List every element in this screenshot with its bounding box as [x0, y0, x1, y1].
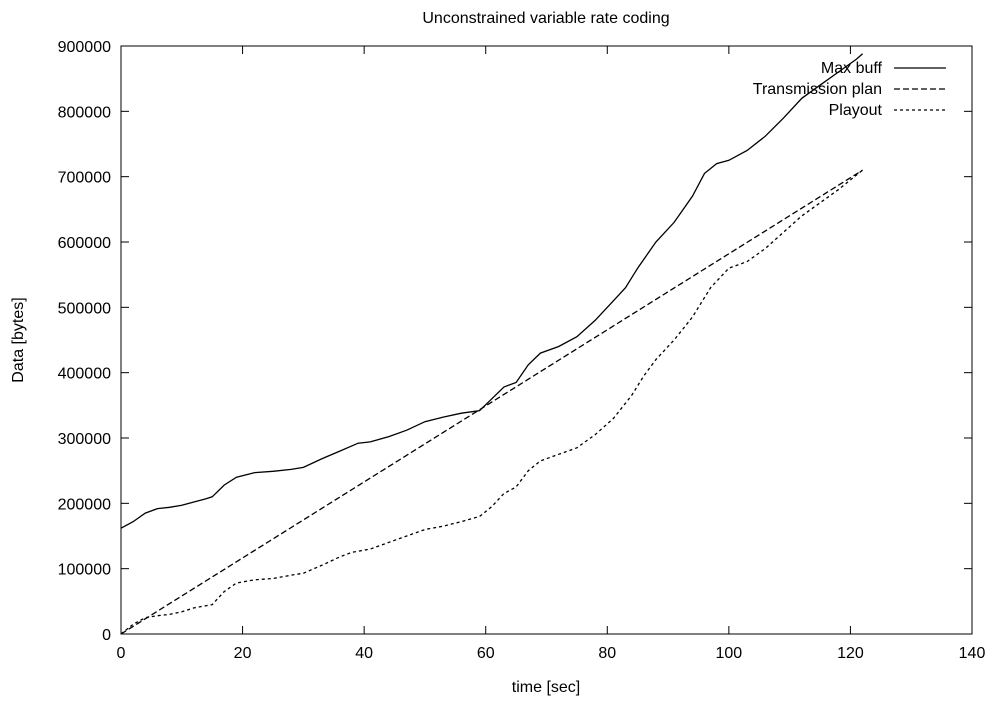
x-tick-label: 100: [716, 645, 743, 662]
x-tick-label: 0: [117, 645, 126, 662]
x-tick-label: 60: [477, 645, 495, 662]
plot-area: 0 20 40 60 80 100 120 140 0 100000 200000 300000 400…: [58, 39, 986, 662]
series-line-1: [120, 53, 864, 529]
legend-label: Playout: [829, 102, 883, 119]
y-tick-label: 300000: [58, 431, 111, 448]
y-tick-label: 0: [102, 627, 111, 644]
y-tick-label: 400000: [58, 366, 111, 383]
x-tick-label: 20: [234, 645, 252, 662]
x-tick-label: 40: [355, 645, 373, 662]
legend-label: Transmission plan: [753, 81, 882, 98]
y-axis-label: Data [bytes]: [10, 297, 27, 382]
y-tick-label: 900000: [58, 39, 111, 56]
y-tick-label: 700000: [58, 170, 111, 187]
series-line-2: [120, 169, 863, 635]
x-tick-label: 120: [837, 645, 864, 662]
x-axis-label: time [sec]: [512, 679, 580, 696]
legend-label: Max buff: [821, 60, 883, 77]
y-tick-label: 600000: [58, 235, 111, 252]
y-tick-label: 500000: [58, 300, 111, 317]
chart-title: Unconstrained variable rate coding: [422, 10, 669, 27]
series-line-3: [120, 169, 864, 635]
y-tick-label: 800000: [58, 104, 111, 121]
plot-frame: [120, 45, 973, 635]
x-tick-label: 80: [598, 645, 616, 662]
y-tick-label: 200000: [58, 496, 111, 513]
y-tick-label: 100000: [58, 562, 111, 579]
x-tick-label: 140: [959, 645, 986, 662]
